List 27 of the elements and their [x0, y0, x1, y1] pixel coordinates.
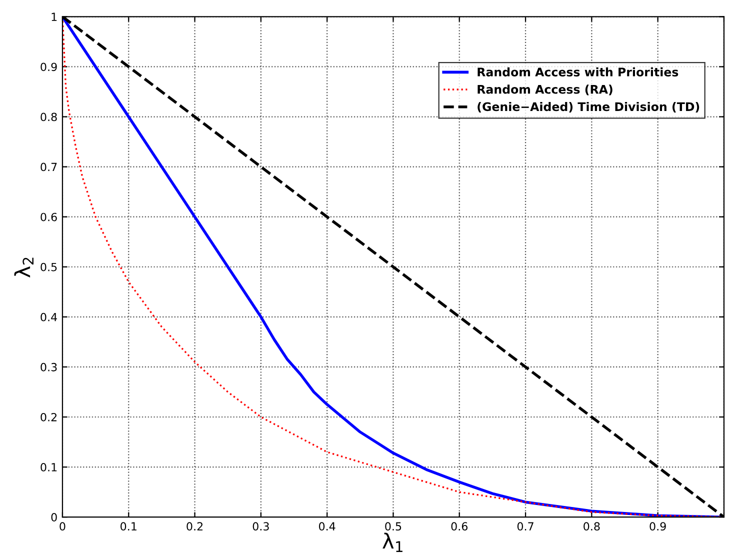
y-tick-label: 0.8: [40, 112, 57, 122]
line-series: [62, 16, 724, 518]
x-tick-label: 0.1: [120, 522, 136, 531]
x-axis-title: λ$_{1}$: [382, 532, 402, 552]
y-tick-label: 0.4: [40, 312, 57, 322]
y-tick-label: 0.7: [40, 162, 57, 172]
y-tick-label: 0.9: [40, 62, 57, 72]
legend-label: (Genie−Aided) Time Division (TD): [478, 102, 700, 113]
y-tick-label: 0.2: [40, 412, 56, 422]
x-tick-label: 0.6: [451, 522, 468, 531]
y-tick-label: 0.1: [40, 463, 57, 472]
y-axis-title: λ$_{2}$: [14, 258, 34, 278]
x-tick-label: 0.7: [517, 522, 534, 531]
x-tick-label: 0.9: [650, 522, 666, 531]
x-tick-label: 0.3: [252, 522, 269, 531]
y-tick-label: 0.3: [40, 362, 57, 372]
legend-label: Random Access with Priorities: [478, 67, 678, 76]
y-tick-label: 0: [51, 513, 57, 522]
x-tick-label: 0: [60, 522, 66, 531]
x-tick-label: 0.4: [318, 522, 336, 531]
legend-label: Random Access (RA): [478, 84, 612, 96]
y-tick-label: 0.6: [40, 212, 57, 222]
x-tick-label: 0.8: [584, 522, 600, 531]
x-tick-label: 0.5: [385, 522, 402, 531]
y-tick-label: 1: [52, 12, 57, 21]
x-tick-label: 0.2: [186, 522, 202, 531]
y-tick-label: 0.5: [40, 262, 57, 272]
